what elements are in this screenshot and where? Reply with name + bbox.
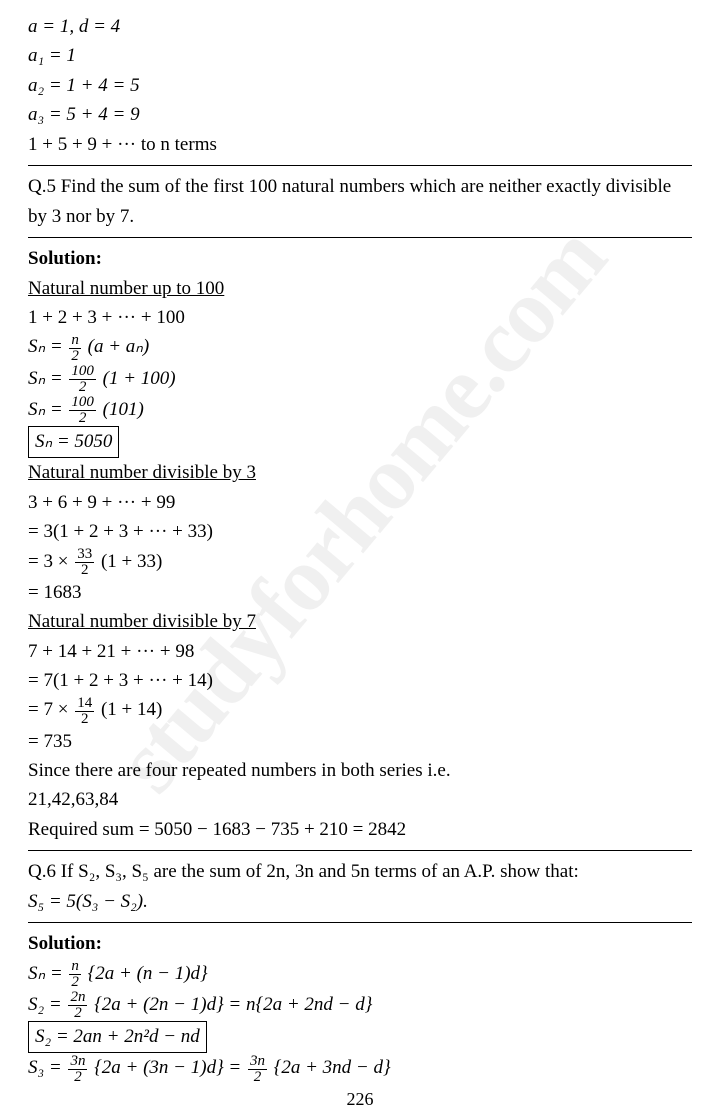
eq-line: = 3 × 332 (1 + 33)	[28, 547, 692, 578]
eq-line: 7 + 14 + 21 + ··· + 98	[28, 637, 692, 666]
eq-text: = 7 ×	[28, 699, 73, 720]
eq-text: (101)	[98, 399, 144, 420]
eq-line: S₂ = 2n2 {2a + (2n − 1)d} = n{2a + 2nd −…	[28, 990, 692, 1021]
solution-label: Solution:	[28, 244, 692, 273]
subheading: Natural number up to 100	[28, 274, 692, 303]
fraction: 1002	[69, 364, 96, 395]
eq-text: {2a + (3n − 1)d} =	[89, 1057, 246, 1078]
eq-text: {2a + 3nd − d}	[269, 1057, 391, 1078]
subheading: Natural number divisible by 7	[28, 607, 692, 636]
eq-line: Sₙ = 1002 (101)	[28, 395, 692, 426]
text-line: Since there are four repeated numbers in…	[28, 756, 692, 785]
question-6: Q.6 If S₂, S₃, S₅ are the sum of 2n, 3n …	[28, 857, 692, 886]
boxed-result: Sₙ = 5050	[28, 426, 119, 458]
subheading: Natural number divisible by 3	[28, 458, 692, 487]
fraction: n2	[69, 333, 81, 364]
eq-text: (1 + 14)	[96, 699, 162, 720]
eq-text: S₂ =	[28, 994, 66, 1015]
divider	[28, 850, 692, 851]
eq-line: = 3(1 + 2 + 3 + ··· + 33)	[28, 517, 692, 546]
text-line: 21,42,63,84	[28, 785, 692, 814]
eq-line: = 7 × 142 (1 + 14)	[28, 695, 692, 726]
question-5: Q.5 Find the sum of the first 100 natura…	[28, 172, 692, 231]
fraction: 332	[75, 547, 94, 578]
fraction: 3n2	[248, 1054, 267, 1085]
boxed-result: S₂ = 2an + 2n²d − nd	[28, 1021, 207, 1053]
page-content: a = 1, d = 4 a₁ = 1 a₂ = 1 + 4 = 5 a₃ = …	[28, 12, 692, 1110]
page-number: 226	[28, 1089, 692, 1110]
eq-text: (1 + 100)	[98, 368, 176, 389]
eq-text: {2a + (n − 1)d}	[83, 963, 208, 984]
eq-text: Sₙ =	[28, 963, 67, 984]
divider	[28, 165, 692, 166]
eq-line: Required sum = 5050 − 1683 − 735 + 210 =…	[28, 815, 692, 844]
eq-line: Sₙ = 1002 (1 + 100)	[28, 364, 692, 395]
divider	[28, 922, 692, 923]
fraction: 142	[75, 696, 94, 727]
eq-text: = 3 ×	[28, 551, 73, 572]
eq-line: a = 1, d = 4	[28, 12, 692, 41]
eq-text: Sₙ =	[28, 399, 67, 420]
fraction: 1002	[69, 395, 96, 426]
eq-text: S₃ =	[28, 1057, 66, 1078]
solution-label: Solution:	[28, 929, 692, 958]
fraction: 3n2	[68, 1054, 87, 1085]
fraction: 2n2	[68, 990, 87, 1021]
eq-line: 1 + 2 + 3 + ··· + 100	[28, 303, 692, 332]
eq-line: = 735	[28, 727, 692, 756]
eq-line: 3 + 6 + 9 + ··· + 99	[28, 488, 692, 517]
question-6b: S₅ = 5(S₃ − S₂).	[28, 887, 692, 916]
eq-line: S₃ = 3n2 {2a + (3n − 1)d} = 3n2 {2a + 3n…	[28, 1053, 692, 1084]
eq-line: a₁ = 1	[28, 41, 692, 70]
eq-text: Sₙ =	[28, 368, 67, 389]
fraction: n2	[69, 959, 81, 990]
eq-text: {2a + (2n − 1)d} = n{2a + 2nd − d}	[89, 994, 372, 1015]
eq-line: a₂ = 1 + 4 = 5	[28, 71, 692, 100]
eq-text: Sₙ =	[28, 336, 67, 357]
eq-line: Sₙ = 5050	[28, 426, 692, 458]
eq-line: 1 + 5 + 9 + ··· to n terms	[28, 130, 692, 159]
eq-line: a₃ = 5 + 4 = 9	[28, 100, 692, 129]
eq-line: = 1683	[28, 578, 692, 607]
eq-line: S₂ = 2an + 2n²d − nd	[28, 1021, 692, 1053]
eq-line: = 7(1 + 2 + 3 + ··· + 14)	[28, 666, 692, 695]
eq-text: (a + aₙ)	[83, 336, 149, 357]
eq-line: Sₙ = n2 {2a + (n − 1)d}	[28, 959, 692, 990]
eq-line: Sₙ = n2 (a + aₙ)	[28, 332, 692, 363]
eq-text: (1 + 33)	[96, 551, 162, 572]
divider	[28, 237, 692, 238]
